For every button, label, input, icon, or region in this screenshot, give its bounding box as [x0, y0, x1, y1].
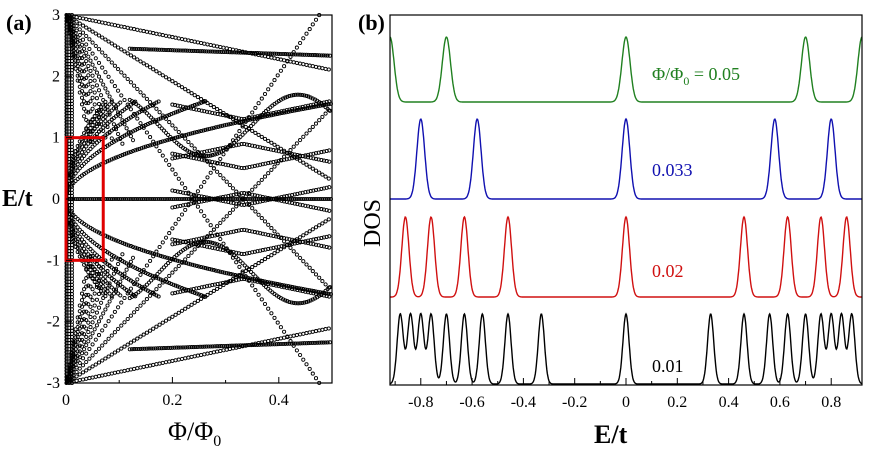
series-label-eq: = 0.05 [689, 64, 740, 84]
x-tick-label: 0.8 [821, 394, 841, 411]
x-tick-label: 0.2 [667, 394, 687, 411]
x-tick-label: 0 [622, 394, 630, 411]
x-tick-label: -0.8 [408, 394, 433, 411]
x-tick-label: 0.2 [162, 392, 182, 409]
series-label-prefix: Φ/Φ [652, 64, 683, 84]
y-tick-label: -3 [47, 375, 60, 392]
panel-b-y-axis-label: DOS [360, 199, 386, 247]
spectrum-points [64, 13, 333, 385]
panel-b: (b) -0.8 -0.6 -0.4 -0.2 0 0.2 0.4 0.6 0.8 0.010.… [358, 10, 863, 449]
x-tick-label: -0.2 [562, 394, 587, 411]
x-tick-label: 0.4 [719, 394, 739, 411]
panel-a-y-axis-label: E/t [2, 186, 33, 212]
series-label-sub: 0 [683, 74, 689, 88]
panel-a-label: (a) [6, 10, 32, 35]
series-label-0.02: 0.02 [652, 261, 684, 281]
panel-a-x-axis-label: Φ/Φ0 [168, 417, 221, 450]
dos-curve-0.033 [390, 117, 862, 200]
panel-a-x-axis-label-main: Φ/Φ [168, 417, 213, 446]
x-tick-label: -0.6 [459, 394, 484, 411]
panel-b-x-ticks: -0.8 -0.6 -0.4 -0.2 0 0.2 0.4 0.6 0.8 [394, 378, 841, 411]
butterfly-spectrum [64, 13, 333, 385]
x-tick-label: 0.4 [269, 392, 289, 409]
panel-a-x-axis-label-sub: 0 [213, 433, 221, 450]
y-tick-label: -2 [47, 314, 60, 331]
dos-curve-0.05 [389, 36, 863, 103]
dos-curves [389, 36, 863, 385]
dos-curve-0.01 [389, 312, 863, 385]
panel-b-x-axis-label: E/t [594, 420, 628, 449]
panel-a-x-ticks: 0 0.2 0.4 [62, 377, 289, 409]
panel-a-y-ticks: -3 -2 -1 0 1 2 3 [47, 7, 72, 392]
series-labels: 0.01 0.02 0.033 Φ/Φ0 = 0.05 [652, 64, 740, 376]
dos-curve-0.02 [390, 215, 862, 298]
x-tick-label: -0.4 [511, 394, 536, 411]
panel-b-frame [389, 14, 863, 386]
series-label-0.01: 0.01 [652, 356, 684, 376]
y-tick-label: 2 [52, 68, 60, 85]
panel-b-label: (b) [358, 10, 385, 35]
y-tick-label: 0 [52, 191, 60, 208]
x-tick-label: 0.6 [770, 394, 790, 411]
y-tick-label: 3 [52, 7, 60, 24]
series-label-0.05: Φ/Φ0 = 0.05 [652, 64, 740, 88]
y-tick-label: -1 [47, 252, 60, 269]
series-label-0.033: 0.033 [652, 160, 693, 180]
y-tick-label: 1 [52, 130, 60, 147]
x-tick-label: 0 [62, 392, 70, 409]
